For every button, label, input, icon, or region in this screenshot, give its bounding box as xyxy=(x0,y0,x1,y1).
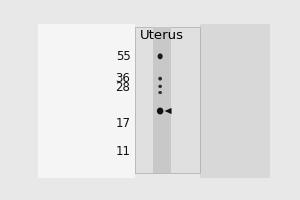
Ellipse shape xyxy=(158,77,162,81)
Bar xyxy=(200,24,270,178)
Text: 11: 11 xyxy=(116,145,130,158)
Text: 36: 36 xyxy=(116,72,130,85)
Text: 17: 17 xyxy=(116,117,130,130)
Ellipse shape xyxy=(158,91,162,94)
Bar xyxy=(38,24,135,178)
Text: Uterus: Uterus xyxy=(140,29,184,42)
Bar xyxy=(135,27,200,173)
Text: 55: 55 xyxy=(116,50,130,63)
Polygon shape xyxy=(165,108,172,114)
Bar xyxy=(153,27,171,173)
Text: 28: 28 xyxy=(116,81,130,94)
Ellipse shape xyxy=(158,53,163,59)
Ellipse shape xyxy=(158,85,162,88)
Ellipse shape xyxy=(157,108,164,114)
